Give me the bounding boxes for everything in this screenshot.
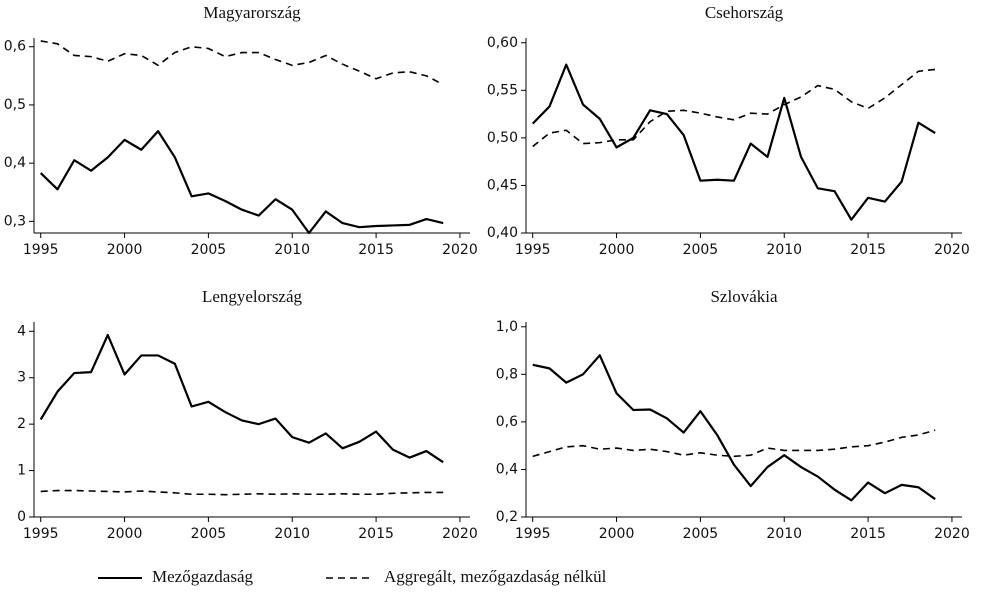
x-tick-label: 2005 xyxy=(191,526,227,542)
x-tick-label: 1995 xyxy=(23,526,59,542)
y-tick-label: 4 xyxy=(17,323,26,339)
y-tick-label: 0,45 xyxy=(487,177,518,193)
y-tick-label: 1,0 xyxy=(496,319,518,335)
y-tick-label: 0,3 xyxy=(4,213,26,229)
x-tick-label: 2010 xyxy=(274,242,310,258)
y-tick-label: 0,50 xyxy=(487,130,518,146)
y-tick-label: 0,6 xyxy=(4,39,26,55)
series-line xyxy=(532,429,936,458)
x-tick-label: 2015 xyxy=(850,242,886,258)
y-tick-label: 3 xyxy=(17,370,26,386)
x-tick-label: 2000 xyxy=(107,242,143,258)
y-tick-label: 0,2 xyxy=(496,509,518,525)
panel-title: Szlovákia xyxy=(710,287,777,306)
x-tick-label: 2005 xyxy=(191,242,227,258)
x-tick-label: 2020 xyxy=(934,526,970,542)
x-tick-label: 2005 xyxy=(683,526,719,542)
x-tick-label: 2010 xyxy=(766,526,802,542)
x-tick-label: 2010 xyxy=(274,526,310,542)
legend-label: Mezőgazdaság xyxy=(152,567,254,586)
x-tick-label: 2010 xyxy=(766,242,802,258)
panel-title: Csehország xyxy=(705,3,784,22)
y-tick-label: 0,40 xyxy=(487,225,518,241)
y-tick-label: 0,6 xyxy=(496,414,518,430)
y-tick-label: 0,60 xyxy=(487,35,518,51)
y-tick-label: 0,4 xyxy=(496,461,518,477)
series-line xyxy=(531,63,936,221)
x-tick-label: 2000 xyxy=(107,526,143,542)
series-line xyxy=(532,354,936,502)
x-tick-label: 2015 xyxy=(850,526,886,542)
x-tick-label: 2000 xyxy=(599,526,635,542)
x-tick-label: 2020 xyxy=(442,526,478,542)
x-tick-label: 2000 xyxy=(599,242,635,258)
y-tick-label: 0,4 xyxy=(4,155,26,171)
series-line xyxy=(40,489,444,496)
x-tick-label: 2015 xyxy=(358,242,394,258)
legend-label: Aggregált, mezőgazdaság nélkül xyxy=(384,567,607,586)
x-tick-label: 1995 xyxy=(23,242,59,258)
series-line xyxy=(39,130,444,235)
y-tick-label: 0,55 xyxy=(487,82,518,98)
x-tick-label: 2020 xyxy=(442,242,478,258)
x-tick-label: 1995 xyxy=(515,242,551,258)
series-line xyxy=(532,68,936,148)
x-tick-label: 2020 xyxy=(934,242,970,258)
panel-title: Magyarország xyxy=(203,3,301,22)
x-tick-label: 1995 xyxy=(515,526,551,542)
x-tick-label: 2015 xyxy=(358,526,394,542)
y-tick-label: 0,5 xyxy=(4,97,26,113)
x-tick-label: 2005 xyxy=(683,242,719,258)
y-tick-label: 2 xyxy=(17,416,26,432)
panel-title: Lengyelország xyxy=(202,287,303,306)
y-tick-label: 1 xyxy=(17,463,26,479)
y-tick-label: 0,8 xyxy=(496,366,518,382)
series-line xyxy=(40,40,444,86)
y-tick-label: 0 xyxy=(17,509,26,525)
series-line xyxy=(39,333,444,464)
